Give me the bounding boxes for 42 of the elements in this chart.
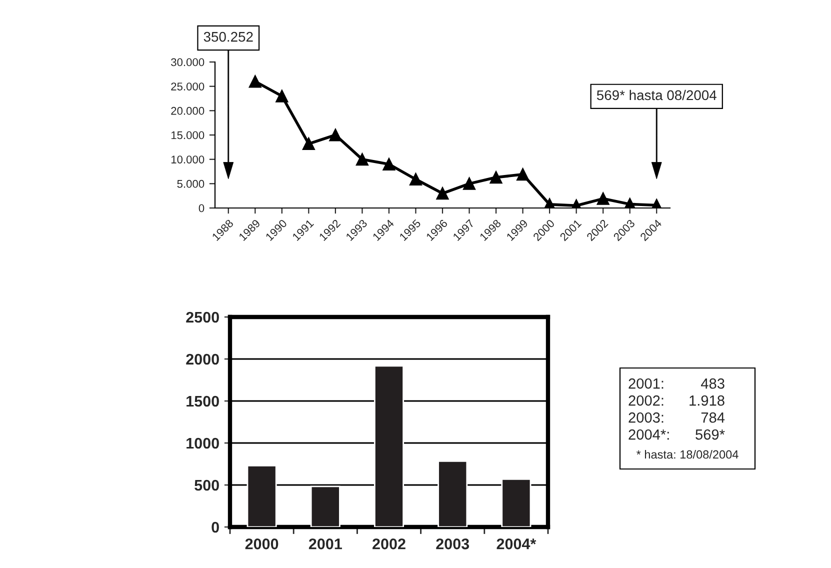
bar	[374, 365, 404, 527]
point	[436, 187, 449, 200]
y-tick-label: 20.000	[171, 106, 204, 115]
point	[302, 138, 315, 150]
y-tick-label: 0	[212, 522, 219, 533]
bar	[501, 478, 532, 527]
x-tick-label: 2004*	[496, 538, 536, 550]
point	[596, 192, 610, 205]
x-tick-label: 2003	[436, 538, 470, 550]
point	[329, 128, 342, 142]
y-tick-label: 500	[194, 480, 219, 491]
annotation: 569* hasta 08/2004	[596, 90, 716, 100]
y-tick-label: 0	[198, 204, 204, 212]
text: 2002: 1.918	[628, 395, 724, 406]
point	[490, 171, 502, 184]
y-tick-label: 1500	[186, 396, 219, 407]
x-tick-label: 2000	[245, 538, 278, 550]
y-tick-label: 5.000	[177, 180, 204, 188]
point	[516, 168, 530, 181]
text: 2001: 483	[628, 378, 724, 389]
y-tick-label: 10.000	[171, 156, 204, 164]
bar	[438, 460, 468, 527]
text: * hasta: 18/08/2004	[636, 450, 738, 459]
point	[463, 177, 476, 190]
text: 350.252	[204, 32, 253, 42]
point	[409, 173, 422, 186]
bar	[246, 464, 277, 527]
point	[356, 153, 368, 166]
x-tick-label: 2001	[308, 538, 342, 550]
y-tick-label: 2000	[186, 354, 219, 365]
text: 2003: 784	[628, 412, 725, 423]
point	[248, 75, 262, 88]
y-tick-label: 25.000	[171, 82, 204, 90]
y-tick-label: 30.000	[171, 58, 204, 66]
bar	[310, 486, 340, 527]
y-tick-label: 15.000	[171, 131, 204, 140]
y-tick-label: 1000	[186, 438, 219, 449]
text: 2004*: 569*	[628, 429, 725, 440]
point	[382, 158, 396, 170]
y-tick-label: 2500	[186, 312, 219, 323]
point	[276, 90, 288, 102]
x-tick-label: 2002	[372, 538, 406, 550]
